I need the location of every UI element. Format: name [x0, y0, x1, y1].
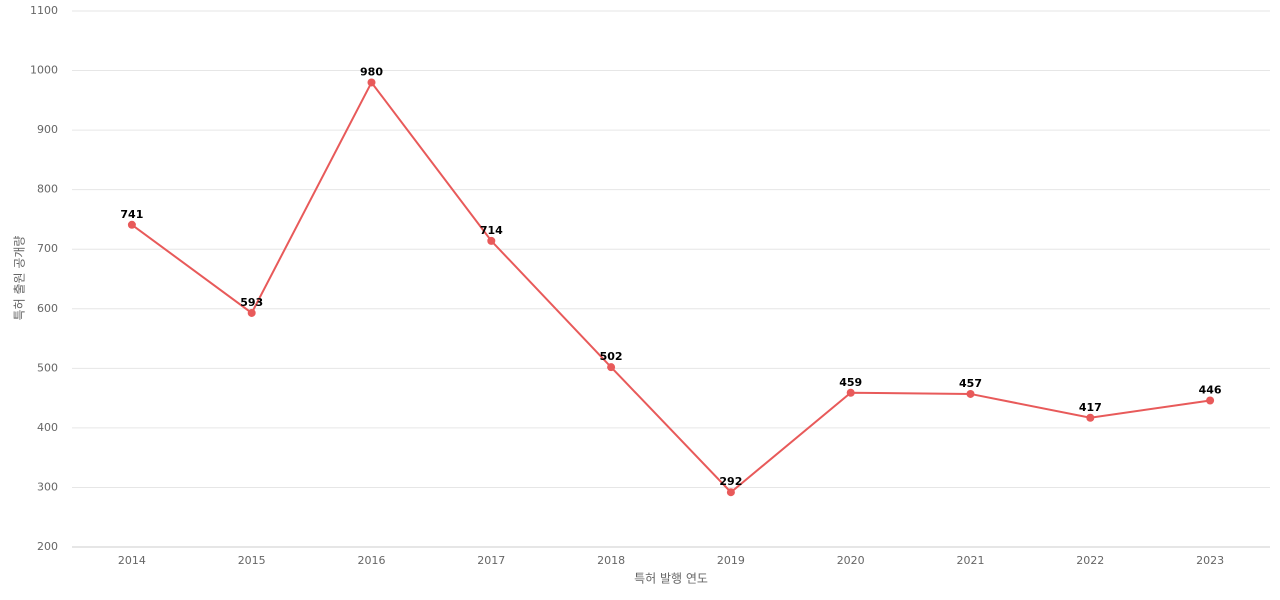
point: [846, 388, 855, 397]
value-label: 457: [959, 377, 982, 390]
point: [367, 78, 376, 87]
point: [247, 308, 256, 317]
x-tick-label: 2021: [957, 554, 985, 567]
point: [607, 363, 616, 372]
y-tick-label: 800: [37, 183, 58, 196]
x-tick-label: 2017: [477, 554, 505, 567]
y-tick-label: 500: [37, 361, 58, 374]
point: [726, 488, 735, 497]
value-label: 446: [1199, 383, 1222, 396]
x-tick-label: 2014: [118, 554, 146, 567]
y-tick-label: 600: [37, 302, 58, 315]
x-tick-label: 2015: [238, 554, 266, 567]
value-label: 714: [480, 224, 503, 237]
y-tick-label: 900: [37, 123, 58, 136]
value-label: 417: [1079, 401, 1102, 414]
value-label: 741: [120, 208, 143, 221]
y-tick-label: 200: [37, 540, 58, 553]
y-tick-label: 400: [37, 421, 58, 434]
value-label: 980: [360, 65, 383, 78]
value-label: 593: [240, 296, 263, 309]
y-tick-label: 700: [37, 242, 58, 255]
x-tick-label: 2023: [1196, 554, 1224, 567]
x-tick-label: 2018: [597, 554, 625, 567]
point: [487, 236, 496, 245]
x-tick-label: 2019: [717, 554, 745, 567]
point: [1206, 396, 1215, 405]
y-axis-title: 특허 출원 공개량: [13, 236, 27, 321]
point: [966, 389, 975, 398]
y-tick-label: 300: [37, 480, 58, 493]
line: [131, 80, 1211, 494]
y-tick-label: 1000: [30, 64, 58, 77]
x-tick-label: 2016: [358, 554, 386, 567]
value-label: 292: [719, 475, 742, 488]
y-tick-label: 1100: [30, 4, 58, 17]
value-label: 459: [839, 376, 862, 389]
x-axis-title: 특허 발행 연도: [634, 571, 708, 586]
point: [1086, 413, 1095, 422]
point: [127, 220, 136, 229]
x-tick-label: 2022: [1076, 554, 1104, 567]
x-tick-label: 2020: [837, 554, 865, 567]
value-label: 502: [600, 350, 623, 363]
